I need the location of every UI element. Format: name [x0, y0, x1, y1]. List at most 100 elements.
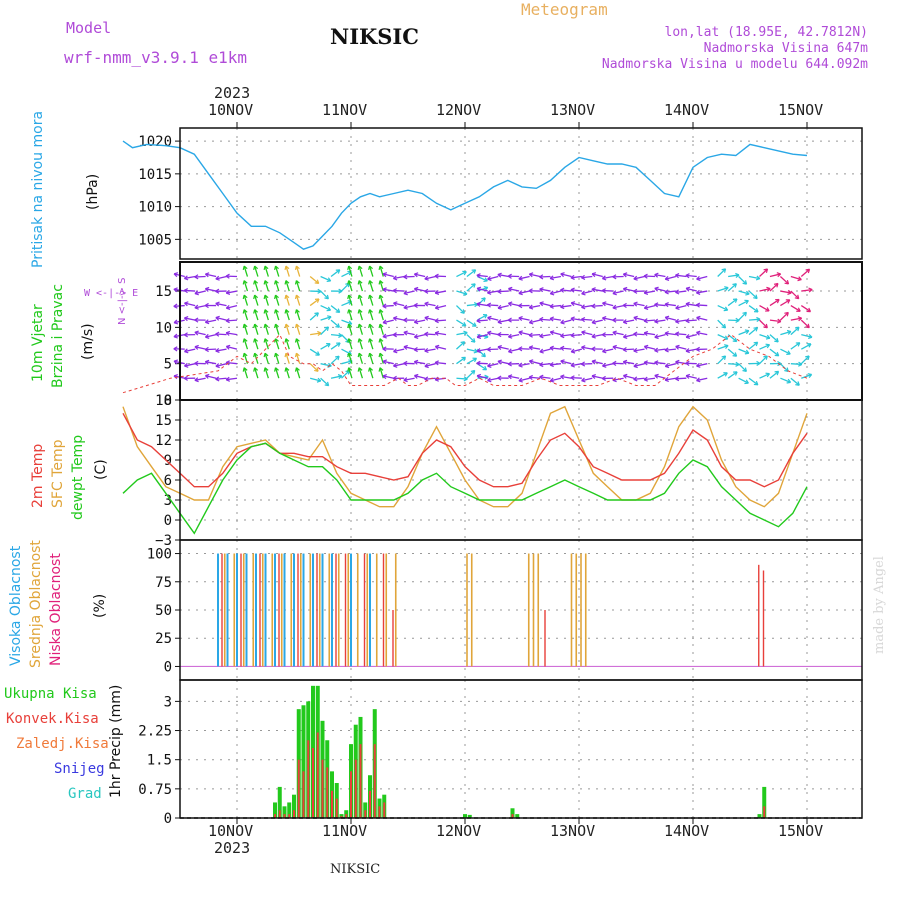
wind-arrowhead: [382, 374, 387, 380]
wind-arrow: [358, 265, 364, 277]
wind-arrowhead: [766, 286, 771, 292]
wind-arrowhead: [215, 288, 220, 294]
wind-arrowhead: [675, 273, 680, 279]
wind-arrow: [358, 352, 364, 364]
wind-arrow: [560, 333, 572, 337]
wind-arrowhead: [413, 346, 418, 353]
wind-arrowhead: [225, 376, 231, 382]
wind-arrow: [309, 298, 320, 307]
wind-arrowhead: [242, 352, 248, 358]
precip-total-bar: [467, 814, 472, 818]
cloud-ytick-label: 75: [155, 575, 172, 591]
wind-arrow: [529, 304, 541, 309]
bottom-day-11nov: 11NOV: [322, 822, 368, 840]
wind-arrowhead: [794, 326, 800, 332]
wind-arrowhead: [675, 318, 680, 324]
wind-arrowhead: [497, 359, 502, 365]
wind-arrowhead: [735, 317, 740, 323]
wind-arrow: [570, 363, 582, 367]
wind-arrowhead: [487, 330, 492, 336]
wind-arrow: [264, 352, 269, 364]
precip-total-bar: [287, 802, 292, 818]
wind-arrowhead: [324, 294, 329, 300]
wind-arrow: [633, 363, 645, 368]
wind-arrow: [529, 376, 541, 379]
wind-arrow: [508, 333, 520, 338]
wind-arrowhead: [242, 265, 248, 271]
wind-arrowhead: [462, 270, 467, 276]
temp-label-2m: 2m Temp: [30, 443, 46, 508]
wind-arrowhead: [808, 287, 813, 293]
wind-arrow: [664, 377, 677, 381]
wind-arrow: [205, 288, 217, 292]
wind-arrowhead: [462, 290, 468, 296]
wind-arrow: [665, 316, 677, 321]
wind-arrow: [194, 346, 206, 350]
wind-arrow: [476, 287, 488, 292]
wind-arrow: [685, 274, 697, 278]
wind-arrowhead: [742, 311, 747, 317]
wind-arrowhead: [204, 319, 210, 325]
wind-arrowhead: [225, 318, 230, 324]
wind-arrowhead: [724, 286, 729, 292]
wind-arrow: [487, 377, 499, 382]
wind-arrow: [341, 319, 353, 325]
wind-arrowhead: [382, 346, 387, 352]
wind-arrow: [358, 309, 364, 321]
precip-conv-bar: [288, 814, 291, 818]
wind-arrowhead: [294, 367, 300, 372]
wind-arrowhead: [675, 376, 680, 382]
wind-arrow: [424, 275, 436, 280]
wind-arrow: [205, 374, 217, 379]
wind-arrow: [769, 283, 779, 292]
wind-arrowhead: [183, 332, 188, 338]
wind-arrowhead: [776, 318, 782, 324]
wind-arrow: [529, 360, 541, 365]
wind-arrow: [696, 331, 708, 336]
wind-arrowhead: [413, 359, 419, 365]
wind-arrowhead: [413, 333, 419, 339]
wind-arrow: [790, 317, 802, 321]
wind-arrowhead: [482, 314, 488, 319]
wind-arrowhead: [795, 342, 801, 347]
wind-arrowhead: [643, 376, 648, 382]
wind-arrowhead: [776, 272, 782, 278]
wind-arrowhead: [643, 289, 649, 296]
wind-arrowhead: [173, 272, 179, 278]
wind-arrowhead: [591, 374, 596, 380]
wind-arrowhead: [204, 302, 209, 309]
wind-arrowhead: [755, 275, 761, 281]
wind-arrowhead: [675, 331, 680, 337]
wind-arrowhead: [742, 280, 748, 285]
wind-arrowhead: [765, 307, 770, 312]
wind-arrow: [254, 294, 259, 306]
wind-arrow: [330, 269, 341, 278]
wind-arrowhead: [335, 355, 340, 361]
meteogram-title: Meteogram: [521, 0, 608, 19]
wind-arrow: [264, 265, 269, 277]
wind-arrow: [393, 302, 405, 307]
precip-conv-bar: [369, 790, 371, 818]
wind-arrowhead: [539, 374, 544, 380]
wind-arrowhead: [242, 323, 248, 329]
wind-arrowhead: [215, 363, 220, 369]
wind-arrow: [769, 348, 780, 357]
wind-arrowhead: [745, 290, 750, 296]
wind-arrowhead: [357, 294, 363, 300]
wind-arrow: [654, 361, 666, 365]
wind-arrow: [456, 377, 468, 380]
wind-arrowhead: [528, 359, 534, 365]
wind-arrow: [654, 287, 666, 292]
wind-arrow: [675, 361, 687, 365]
wind-arrow: [539, 348, 551, 353]
bottom-year-label: 2023: [214, 839, 251, 857]
wind-arrowhead: [570, 301, 576, 307]
wind-arrow: [320, 290, 329, 300]
temp-series-sfc: [122, 405, 808, 508]
wind-arrowhead: [413, 286, 419, 292]
wind-arrowhead: [508, 348, 513, 354]
wind-arrow: [320, 316, 332, 321]
wind-arrow: [550, 275, 562, 280]
wind-arrowhead: [424, 301, 429, 307]
top-day-10nov: 10NOV: [208, 101, 254, 119]
